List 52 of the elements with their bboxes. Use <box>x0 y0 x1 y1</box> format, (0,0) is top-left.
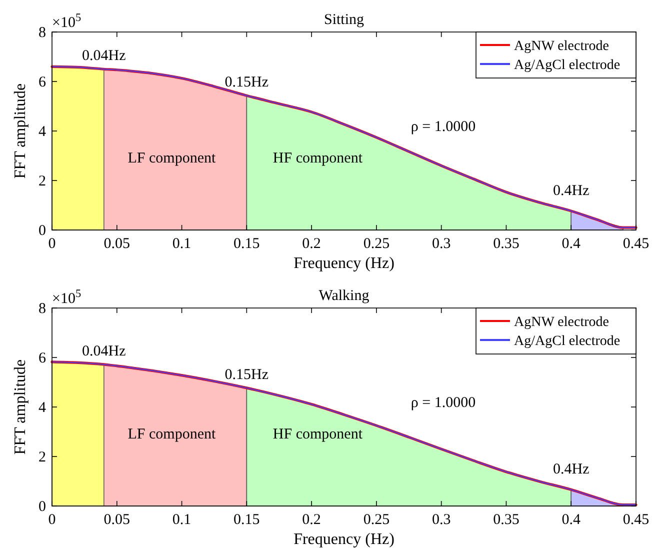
legend-label: Ag/AgCl electrode <box>514 58 620 73</box>
x-tick-label: 0.25 <box>363 236 390 252</box>
annotation: 0.4Hz <box>552 182 590 199</box>
annotation: HF component <box>272 150 364 167</box>
x-tick-label: 0.05 <box>104 236 130 252</box>
x-tick-label: 0.15 <box>234 236 260 252</box>
y-tick-label: 2 <box>38 450 46 466</box>
y-tick-label: 0 <box>38 499 46 515</box>
x-tick-label: 0.4 <box>562 236 581 252</box>
x-axis-title: Frequency (Hz) <box>294 531 394 548</box>
y-axis-title: FFT amplitude <box>12 83 29 179</box>
y-tick-label: 4 <box>38 124 46 140</box>
y-tick-label: 0 <box>38 223 46 239</box>
y-tick-label: 8 <box>38 25 46 41</box>
legend-label: Ag/AgCl electrode <box>514 334 620 349</box>
x-tick-label: 0.45 <box>622 236 650 252</box>
x-tick-label: 0.25 <box>363 512 390 528</box>
legend-label: AgNW electrode <box>514 315 609 330</box>
annotation: 0.15Hz <box>224 366 269 383</box>
y-axis-title: FFT amplitude <box>12 359 29 455</box>
annotation: ρ = 1.0000 <box>410 119 476 135</box>
x-tick-label: 0.4 <box>562 512 581 528</box>
x-tick-label: 0.2 <box>302 236 321 252</box>
y-tick-label: 2 <box>38 174 46 190</box>
annotation: ρ = 1.0000 <box>410 395 476 411</box>
y-tick-label: 4 <box>38 400 46 416</box>
chart-title: Sitting <box>324 12 365 28</box>
chart-title: Walking <box>318 288 370 304</box>
annotation: 0.15Hz <box>224 74 269 91</box>
y-tick-label: 6 <box>38 350 46 366</box>
x-tick-label: 0.45 <box>622 512 650 528</box>
annotation: HF component <box>272 426 364 443</box>
annotation: 0.04Hz <box>82 48 126 64</box>
x-tick-label: 0.1 <box>172 236 192 252</box>
annotation: 0.04Hz <box>82 343 126 360</box>
x-tick-label: 0.35 <box>493 236 520 252</box>
x-tick-label: 0.35 <box>493 512 520 528</box>
x-tick-label: 0.2 <box>302 512 321 528</box>
y-tick-label: 6 <box>38 74 46 90</box>
y-tick-label: 8 <box>38 301 46 317</box>
x-tick-label: 0.3 <box>432 236 451 252</box>
legend-label: AgNW electrode <box>514 39 609 54</box>
annotation: LF component <box>128 150 217 167</box>
x-tick-label: 0.15 <box>234 512 260 528</box>
x-tick-label: 0.3 <box>432 512 451 528</box>
x-tick-label: 0.05 <box>104 512 130 528</box>
text: ×10$^{5}$ <box>52 12 82 31</box>
x-tick-label: 0.1 <box>172 512 192 528</box>
x-axis-title: Frequency (Hz) <box>294 255 394 272</box>
text: ×10$^{5}$ <box>52 288 82 307</box>
annotation: 0.4Hz <box>552 462 590 478</box>
annotation: LF component <box>128 426 217 443</box>
